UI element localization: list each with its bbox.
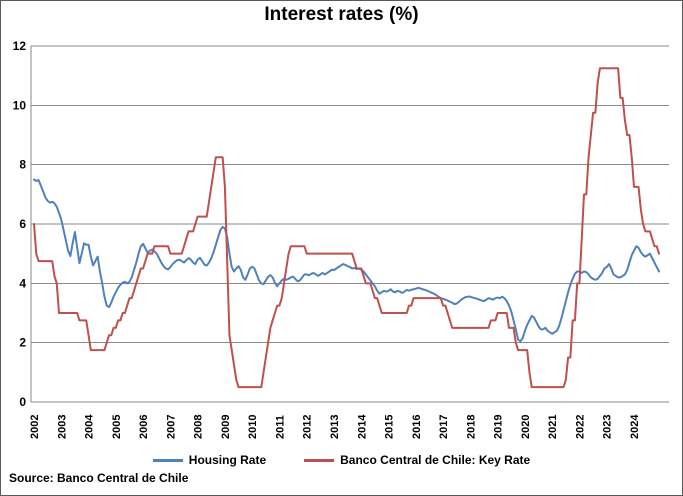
x-axis-tick-label: 2006 — [138, 415, 150, 439]
x-axis-tick-label: 2018 — [465, 415, 477, 439]
legend-item-housing-rate: Housing Rate — [152, 453, 267, 467]
legend-label-key-rate: Banco Central de Chile: Key Rate — [340, 453, 531, 467]
x-axis-tick-label: 2019 — [493, 415, 505, 439]
x-axis-tick-label: 2003 — [56, 415, 68, 439]
x-axis-tick-label: 2007 — [165, 415, 177, 439]
x-axis-tick-label: 2023 — [602, 415, 614, 439]
chart-title: Interest rates (%) — [264, 4, 419, 25]
x-axis-tick-label: 2005 — [111, 415, 123, 439]
y-axis-tick-label: 0 — [19, 395, 26, 409]
series-line — [33, 178, 660, 343]
y-axis-tick-label: 4 — [19, 276, 26, 290]
x-axis-tick-label: 2014 — [356, 414, 368, 439]
x-axis-tick-label: 2011 — [274, 415, 286, 439]
x-axis-tick-label: 2022 — [574, 415, 586, 439]
y-axis-tick-label: 6 — [19, 217, 26, 231]
x-axis-tick-label: 2008 — [193, 415, 205, 439]
series-line — [33, 67, 660, 389]
x-axis-tick-label: 2010 — [247, 415, 259, 439]
x-axis-tick-label: 2024 — [629, 414, 641, 439]
key-rate-line-swatch-icon — [304, 458, 335, 462]
x-axis-tick-label: 2020 — [520, 415, 532, 439]
y-axis-tick-label: 10 — [13, 98, 27, 112]
y-axis-tick-label: 2 — [19, 336, 26, 350]
x-axis-tick-label: 2004 — [84, 414, 96, 439]
source-note: Source: Banco Central de Chile — [9, 471, 189, 485]
x-axis-tick-label: 2017 — [438, 415, 450, 439]
legend-label-housing-rate: Housing Rate — [188, 453, 267, 467]
housing-rate-line-swatch-icon — [152, 458, 183, 462]
y-axis-tick-label: 12 — [13, 39, 27, 53]
x-axis-tick-label: 2012 — [302, 415, 314, 439]
x-axis-tick-label: 2016 — [411, 415, 423, 439]
y-axis-tick-label: 8 — [19, 158, 26, 172]
x-axis-tick-label: 2013 — [329, 415, 341, 439]
x-axis-tick-label: 2009 — [220, 415, 232, 439]
x-axis-tick-label: 2021 — [547, 415, 559, 439]
chart-legend: Housing Rate Banco Central de Chile: Key… — [1, 453, 682, 467]
x-axis-tick-label: 2015 — [384, 415, 396, 439]
legend-item-key-rate: Banco Central de Chile: Key Rate — [304, 453, 530, 467]
x-axis-tick-label: 2002 — [29, 415, 41, 439]
